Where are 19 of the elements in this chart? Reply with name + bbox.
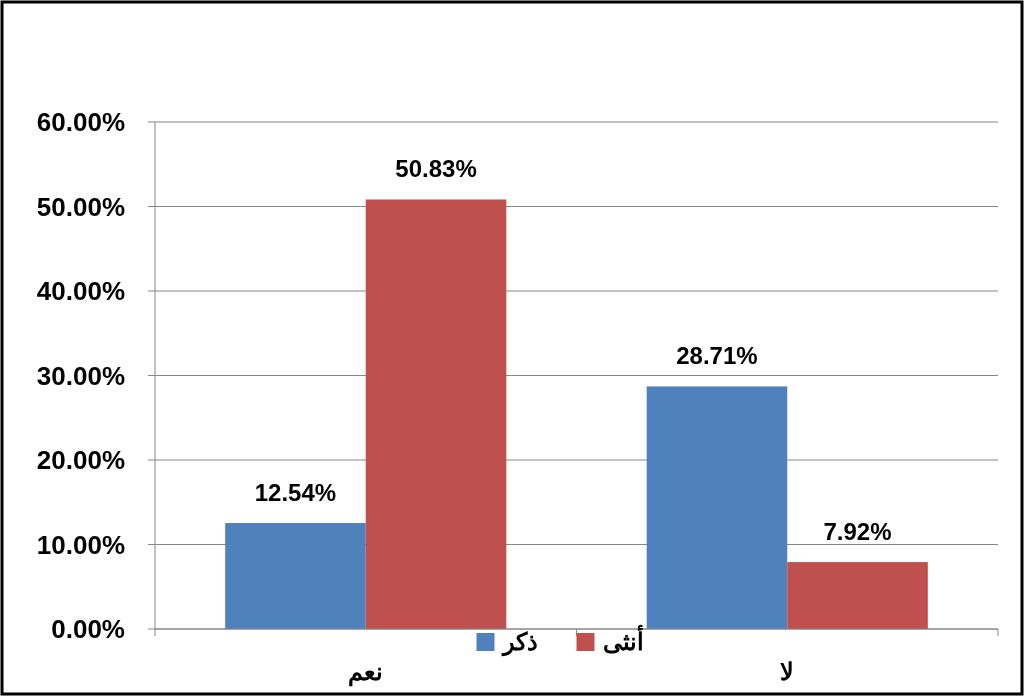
data-label: 7.92% bbox=[823, 518, 892, 546]
x-tick-label: لا bbox=[780, 658, 795, 685]
legend-label: أنثى bbox=[602, 624, 644, 656]
data-label: 28.71% bbox=[676, 342, 758, 370]
x-tick-label: نعم bbox=[348, 658, 384, 687]
bar bbox=[365, 199, 507, 629]
bar bbox=[787, 562, 928, 629]
y-tick-label: 50.00% bbox=[36, 191, 125, 222]
y-tick-label: 40.00% bbox=[36, 276, 125, 307]
y-tick-label: 60.00% bbox=[36, 107, 125, 138]
legend-label: ذكر bbox=[500, 628, 538, 658]
bar bbox=[646, 386, 788, 629]
bar bbox=[225, 523, 366, 629]
data-label: 12.54% bbox=[254, 479, 337, 507]
y-tick-label: 20.00% bbox=[36, 445, 125, 476]
y-tick-label: 10.00% bbox=[36, 529, 125, 560]
data-label: 50.83% bbox=[395, 155, 477, 183]
y-tick-label: 30.00% bbox=[36, 360, 125, 391]
y-tick-label: 0.00% bbox=[51, 614, 125, 645]
